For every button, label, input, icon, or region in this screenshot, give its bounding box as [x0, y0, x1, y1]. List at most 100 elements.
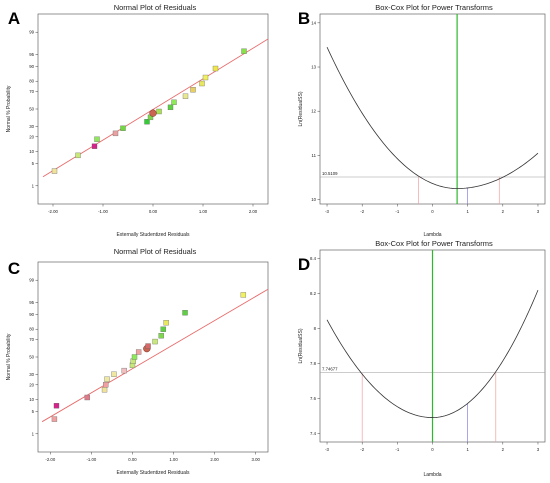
ci-value-label: 7.74677 — [322, 367, 338, 372]
chart-panel-a: A Normal Plot of Residuals Externally Stud… — [6, 3, 269, 238]
y-tick-label: 11 — [312, 153, 317, 158]
x-tick-label: 2.00 — [210, 457, 219, 462]
y-tick-label: 20 — [29, 134, 34, 139]
y-tick-label: 80 — [29, 327, 34, 332]
x-tick-label: -1.00 — [98, 209, 108, 214]
plot-frame — [37, 261, 269, 453]
x-tick-label: 1 — [466, 209, 469, 214]
y-tick-label: 5 — [32, 161, 35, 166]
x-tick-label: -2.00 — [45, 457, 55, 462]
y-tick-label: 90 — [29, 64, 34, 69]
data-point — [51, 416, 58, 422]
y-tick-label: 1 — [32, 431, 35, 436]
x-axis-label: Externally Studentized Residuals — [116, 232, 190, 238]
y-tick-label: 10 — [29, 149, 34, 154]
data-point — [103, 382, 109, 388]
y-tick-label: 30 — [29, 372, 34, 377]
chart-panel-b: B Box-Cox Plot for Power Transforms Lambda… — [298, 3, 546, 238]
data-point — [131, 354, 138, 360]
chart-title: Normal Plot of Residuals — [114, 247, 197, 256]
data-point — [152, 338, 158, 345]
data-point — [190, 87, 196, 93]
box-cox-curve — [326, 46, 539, 189]
data-point — [199, 80, 205, 87]
y-tick-label: 99 — [29, 278, 34, 283]
data-point — [84, 394, 90, 401]
y-tick-label: 70 — [29, 89, 34, 94]
x-tick-label: -1 — [395, 447, 399, 452]
ci-value-label: 10.5109 — [322, 171, 338, 176]
panel-label: B — [298, 9, 310, 28]
y-tick-label: 10 — [311, 197, 316, 202]
x-tick-label: -3 — [325, 209, 329, 214]
data-point — [144, 119, 150, 125]
x-tick-label: -2 — [360, 209, 364, 214]
chart-title: Box-Cox Plot for Power Transforms — [375, 239, 493, 248]
plot-frame — [319, 13, 546, 205]
x-tick-label: 0.00 — [128, 457, 137, 462]
y-tick-label: 7.4 — [310, 431, 317, 436]
x-axis-label: Lambda — [423, 472, 441, 478]
y-tick-label: 7.8 — [310, 361, 317, 366]
data-point — [156, 108, 162, 115]
box-cox-curve — [326, 289, 539, 418]
y-tick-label: 8 — [314, 326, 317, 331]
data-point — [91, 143, 98, 149]
x-tick-label: 0 — [431, 447, 434, 452]
x-tick-label: 1.00 — [199, 209, 208, 214]
x-axis-label: Externally Studentized Residuals — [116, 470, 190, 476]
y-tick-label: 20 — [29, 382, 34, 387]
data-point — [121, 367, 127, 374]
y-tick-label: 50 — [29, 355, 34, 360]
x-tick-label: 0.00 — [149, 209, 158, 214]
y-tick-label: 8.2 — [310, 291, 317, 296]
y-tick-label: 1 — [32, 183, 35, 188]
data-point — [111, 371, 117, 377]
x-tick-label: -1.00 — [86, 457, 96, 462]
x-tick-label: 3 — [537, 447, 540, 452]
chart-title: Normal Plot of Residuals — [114, 3, 197, 12]
data-point — [149, 109, 157, 117]
y-axis-label: Normal % Probability — [6, 85, 12, 132]
data-point — [163, 320, 169, 326]
data-point — [104, 376, 110, 382]
x-tick-label: 2.00 — [249, 209, 258, 214]
y-tick-label: 10 — [29, 397, 34, 402]
data-point — [135, 349, 142, 355]
y-axis-label: Normal % Probability — [6, 333, 12, 380]
reference-line — [41, 288, 268, 423]
x-tick-label: 1.00 — [169, 457, 178, 462]
x-tick-label: 2 — [502, 209, 505, 214]
chart-title: Box-Cox Plot for Power Transforms — [375, 3, 493, 12]
x-tick-label: 3 — [537, 209, 540, 214]
data-point — [202, 74, 209, 81]
y-tick-label: 99 — [29, 30, 34, 35]
y-tick-label: 30 — [29, 124, 34, 129]
y-tick-label: 5 — [32, 409, 35, 414]
data-point — [160, 326, 166, 332]
y-tick-label: 8.4 — [310, 256, 317, 261]
x-tick-label: -3 — [325, 447, 329, 452]
panel-label: A — [8, 9, 20, 28]
y-axis-label: Ln(ResidualSS) — [298, 91, 304, 126]
data-point — [240, 292, 247, 298]
panel-label: D — [298, 255, 310, 274]
x-tick-label: -2 — [360, 447, 364, 452]
y-tick-label: 12 — [311, 109, 316, 114]
x-tick-label: -1 — [395, 209, 399, 214]
x-tick-label: -2.00 — [48, 209, 58, 214]
chart-panel-d: D Box-Cox Plot for Power Transforms Lambda… — [298, 239, 546, 478]
panel-label: C — [8, 259, 20, 278]
data-point — [51, 168, 58, 174]
data-point — [158, 333, 164, 339]
data-point — [145, 343, 151, 349]
data-point — [182, 310, 188, 316]
data-point — [101, 387, 108, 393]
x-tick-label: 2 — [502, 447, 505, 452]
data-point — [120, 125, 126, 131]
x-axis-label: Lambda — [423, 232, 441, 238]
y-tick-label: 95 — [29, 52, 34, 57]
y-tick-label: 90 — [29, 312, 34, 317]
data-point — [241, 48, 247, 54]
